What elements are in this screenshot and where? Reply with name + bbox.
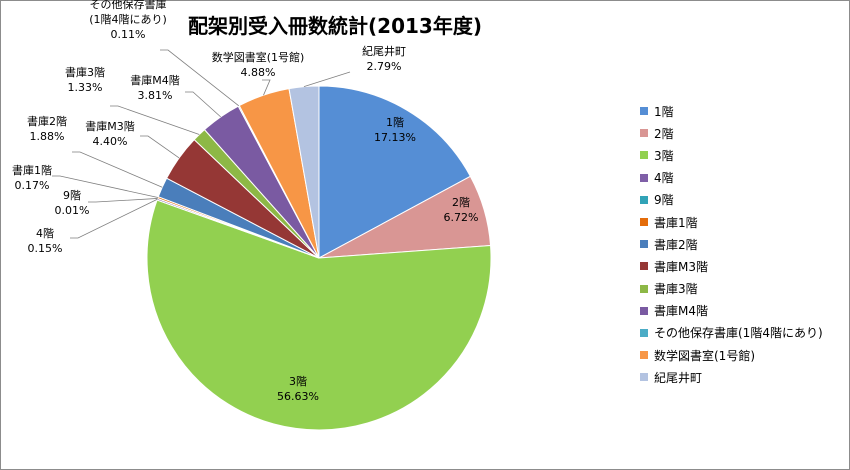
legend-item: 数学図書室(1号館) xyxy=(640,344,845,366)
legend-item: 書庫1階 xyxy=(640,211,845,233)
leader-line xyxy=(72,151,163,188)
legend-swatch xyxy=(640,373,648,382)
leader-line xyxy=(70,198,158,239)
legend-swatch xyxy=(640,173,648,182)
legend-label: 数学図書室(1号館) xyxy=(654,348,755,363)
leader-line xyxy=(185,91,221,118)
legend-label: 4階 xyxy=(654,171,674,186)
slice-label: 書庫M3階 4.40% xyxy=(85,119,135,148)
slice-label: 書庫2階 1.88% xyxy=(27,114,67,143)
legend-swatch xyxy=(640,151,648,160)
legend-swatch xyxy=(640,129,648,138)
legend-item: 4階 xyxy=(640,167,845,189)
slice-label: 書庫1階 0.17% xyxy=(12,163,52,192)
leader-line xyxy=(140,135,180,159)
legend-item: その他保存書庫(1階4階にあり) xyxy=(640,322,845,344)
slice-label: その他保存書庫(1階4階にあり) 0.11% xyxy=(89,0,167,41)
legend-label: 9階 xyxy=(654,193,674,208)
legend-label: その他保存書庫(1階4階にあり) xyxy=(654,326,823,341)
legend-swatch xyxy=(640,240,648,249)
legend-swatch xyxy=(640,107,648,116)
legend-label: 書庫3階 xyxy=(654,282,698,297)
legend-item: 9階 xyxy=(640,189,845,211)
legend-swatch xyxy=(640,306,648,315)
legend-item: 書庫M4階 xyxy=(640,300,845,322)
leader-line xyxy=(262,79,271,96)
legend-swatch xyxy=(640,328,648,337)
legend-item: 2階 xyxy=(640,122,845,144)
leader-line xyxy=(303,71,351,88)
legend-label: 書庫2階 xyxy=(654,237,698,252)
legend-swatch xyxy=(640,262,648,271)
legend-item: 紀尾井町 xyxy=(640,366,845,388)
pie-slice xyxy=(318,85,472,259)
slice-label: 9階 0.01% xyxy=(55,188,90,217)
legend-label: 2階 xyxy=(654,126,674,141)
slice-label: 紀尾井町 2.79% xyxy=(362,44,406,73)
legend-label: 1階 xyxy=(654,104,674,119)
legend-item: 1階 xyxy=(640,100,845,122)
legend-label: 書庫M3階 xyxy=(654,259,708,274)
legend-swatch xyxy=(640,284,648,293)
slice-label: 書庫3階 1.33% xyxy=(65,65,105,94)
legend-swatch xyxy=(640,195,648,204)
slice-label: 3階 56.63% xyxy=(277,374,319,403)
legend-item: 書庫3階 xyxy=(640,278,845,300)
pie-slice xyxy=(146,199,492,431)
legend-item: 書庫M3階 xyxy=(640,255,845,277)
legend-label: 書庫1階 xyxy=(654,215,698,230)
legend-label: 紀尾井町 xyxy=(654,370,703,385)
legend-item: 3階 xyxy=(640,144,845,166)
leader-line xyxy=(110,105,200,135)
leader-line xyxy=(52,175,159,198)
slice-label: 数学図書室(1号館) 4.88% xyxy=(212,50,305,79)
legend-label: 3階 xyxy=(654,148,674,163)
slice-label: 2階 6.72% xyxy=(444,195,479,224)
legend-label: 書庫M4階 xyxy=(654,304,708,319)
leader-line xyxy=(88,198,158,203)
slice-label: 1階 17.13% xyxy=(374,115,416,144)
legend-swatch xyxy=(640,218,648,227)
legend-swatch xyxy=(640,351,648,360)
leader-line xyxy=(160,49,240,107)
chart-legend: 1階 2階 3階 4階 9階書庫1階書庫2階書庫M3階書庫3階書庫M4階その他保存書庫(… xyxy=(640,100,845,388)
legend-item: 書庫2階 xyxy=(640,233,845,255)
slice-label: 書庫M4階 3.81% xyxy=(130,73,180,102)
chart-title: 配架別受入冊数統計(2013年度) xyxy=(188,14,482,38)
slice-label: 4階 0.15% xyxy=(28,226,63,255)
pie-slice xyxy=(288,85,320,259)
